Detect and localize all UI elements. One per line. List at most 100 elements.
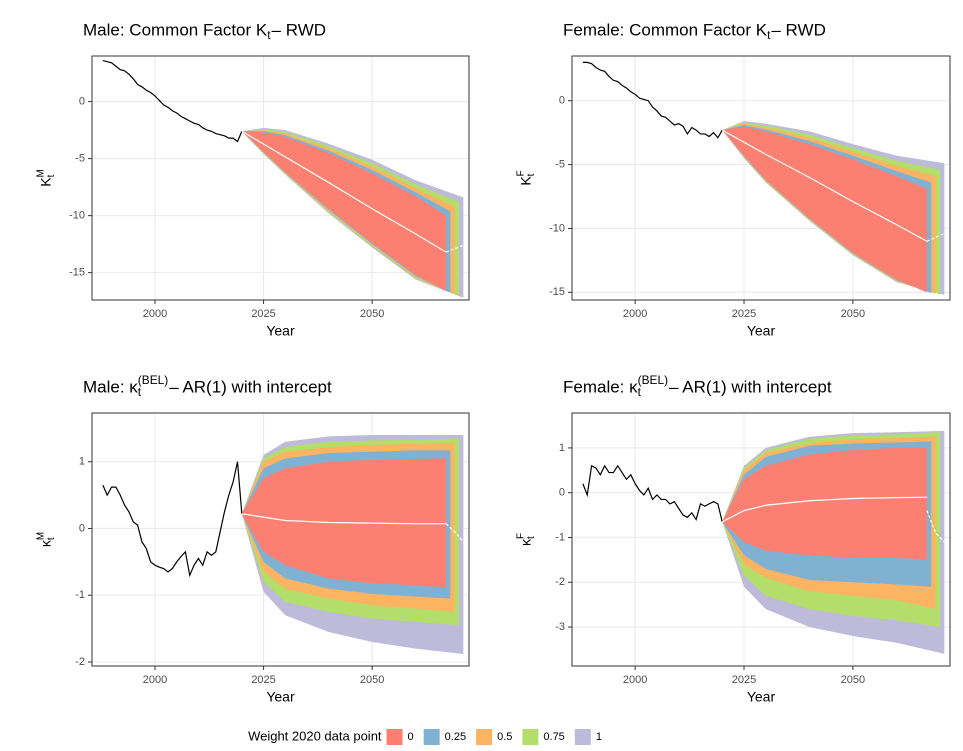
median-line-dashed — [445, 244, 464, 253]
x-tick-label: 2000 — [143, 308, 167, 320]
fan-band — [722, 447, 927, 560]
panel-border — [91, 412, 470, 667]
panel: 2000 2025 2050 -15 -10 -5 0 Female: Common Fact… — [516, 20, 951, 339]
y-axis-label-part-sub: t — [46, 174, 57, 177]
chart-title-sub: t — [767, 28, 771, 42]
y-axis-label-part-sub: t — [46, 537, 57, 540]
y-tick-label: -15 — [549, 286, 565, 298]
x-axis-label: Year — [747, 323, 776, 339]
y-axis-label: κtF — [516, 533, 537, 546]
fan-band — [722, 126, 927, 293]
chart-title-sub: t — [267, 28, 271, 42]
chart-title-sub: t — [138, 385, 142, 399]
median-line — [721, 496, 927, 523]
y-axis-label-part-sup: M — [36, 169, 47, 177]
y-tick-label: -15 — [69, 267, 85, 279]
median-line-dashed — [926, 233, 945, 242]
x-tick-label: 2050 — [841, 308, 865, 320]
y-tick-label: -1 — [555, 531, 565, 543]
legend-key — [476, 729, 493, 745]
x-axis-label: Year — [266, 689, 295, 705]
x-axis-label: Year — [747, 689, 776, 705]
history-line — [582, 61, 723, 139]
history-line — [102, 59, 243, 143]
legend: Weight 2020 data point 0 0.25 0.5 0.75 1 — [248, 728, 602, 745]
y-axis-label-part: K — [518, 176, 534, 186]
x-tick-label: 2050 — [360, 674, 384, 686]
chart-title: Female: κ — [563, 377, 638, 396]
median-line — [241, 513, 446, 525]
legend-label: 0.25 — [445, 731, 466, 743]
y-tick-label: -10 — [549, 222, 565, 234]
y-tick-label: 1 — [79, 456, 85, 468]
y-axis-label: KtF — [516, 170, 537, 185]
panel-border — [91, 55, 470, 301]
chart-title: Female: Common Factor K — [563, 20, 768, 39]
chart-title: Male: Common Factor K — [83, 20, 268, 39]
legend-label: 0.75 — [543, 731, 564, 743]
y-tick-label: -5 — [555, 158, 565, 170]
legend-key — [386, 729, 403, 745]
chart-title-sup: (BEL) — [638, 373, 668, 387]
y-tick-label: -5 — [75, 153, 85, 165]
y-axis-label: κtM — [36, 532, 57, 547]
y-tick-label: -10 — [69, 210, 85, 222]
x-tick-label: 2000 — [143, 674, 167, 686]
x-axis-label: Year — [266, 323, 295, 339]
x-tick-label: 2050 — [841, 674, 865, 686]
y-tick-label: 0 — [559, 487, 565, 499]
legend-key — [522, 729, 539, 745]
y-axis-label-part: κ — [518, 538, 534, 546]
median-line-dashed — [445, 523, 464, 543]
median-line — [241, 130, 447, 253]
legend-label: 0.5 — [497, 731, 512, 743]
panel-border — [571, 412, 951, 667]
y-axis-label-part-sup: F — [516, 533, 527, 539]
plot-area — [582, 430, 945, 654]
y-tick-label: -2 — [75, 656, 85, 668]
y-axis-label-part-sub: t — [526, 173, 537, 176]
y-tick-label: 1 — [559, 442, 565, 454]
chart-title: – RWD — [771, 20, 825, 39]
x-tick-label: 2025 — [732, 674, 756, 686]
median-line-dashed — [926, 510, 945, 543]
legend-key — [423, 729, 440, 745]
chart-title: Male: κ — [83, 377, 138, 396]
chart-title: – AR(1) with intercept — [169, 377, 332, 396]
y-axis-label-part-sub: t — [526, 536, 537, 539]
x-tick-label: 2025 — [251, 674, 275, 686]
x-tick-label: 2025 — [732, 308, 756, 320]
chart-title: – RWD — [272, 20, 326, 39]
y-tick-label: -2 — [555, 576, 565, 588]
fan-band — [241, 131, 446, 291]
plot-area — [102, 435, 464, 654]
legend-key — [574, 729, 591, 745]
chart-title-sup: (BEL) — [138, 373, 168, 387]
x-tick-label: 2025 — [251, 308, 275, 320]
y-axis-label-part: κ — [38, 539, 54, 547]
y-axis-label: KtM — [36, 169, 57, 187]
x-tick-label: 2000 — [623, 674, 647, 686]
y-axis-label-part-sup: M — [36, 532, 47, 540]
legend-label: 1 — [596, 731, 602, 743]
history-line — [582, 464, 723, 522]
legend-label: 0 — [408, 731, 414, 743]
y-tick-label: -3 — [555, 621, 565, 633]
x-tick-label: 2050 — [360, 308, 384, 320]
y-axis-label-part: K — [38, 177, 54, 187]
plot-area — [582, 61, 945, 295]
panel: 2000 2025 2050 -15 -10 -5 0 Male: Common Factor… — [36, 20, 470, 339]
legend-title: Weight 2020 data point — [248, 728, 382, 743]
x-tick-label: 2000 — [623, 308, 647, 320]
history-line — [102, 461, 243, 578]
y-tick-label: 0 — [79, 96, 85, 108]
median-line — [721, 129, 928, 242]
chart-title: – AR(1) with intercept — [669, 377, 832, 396]
chart-title-sub: t — [638, 385, 642, 399]
y-axis-label-part-sup: F — [516, 170, 527, 176]
y-tick-label: 0 — [559, 95, 565, 107]
